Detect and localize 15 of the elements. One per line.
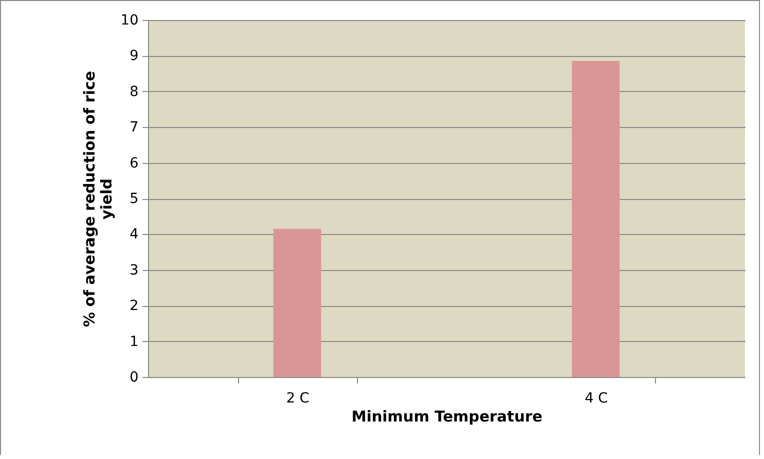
y-tick-label: 7 <box>130 120 138 136</box>
y-tick-label: 0 <box>130 370 138 386</box>
y-tick-label: 6 <box>130 155 139 172</box>
y-axis-title: % of average reduction of rice yield <box>80 70 116 328</box>
x-axis-title: Minimum Temperature <box>352 408 542 426</box>
y-tick-label: 4 <box>130 226 139 243</box>
y-tick-label: 9 <box>130 48 138 64</box>
y-tick-label: 10 <box>120 12 138 28</box>
y-tick-label: 5 <box>130 191 138 207</box>
y-tick-label: 8 <box>130 84 138 100</box>
x-tick-label: 2 C <box>286 390 310 406</box>
y-tick-label: 2 <box>130 298 138 314</box>
y-tick-label: 1 <box>130 334 138 350</box>
y-tick-label: 3 <box>130 262 138 278</box>
x-tick-label: 4 C <box>584 390 608 406</box>
